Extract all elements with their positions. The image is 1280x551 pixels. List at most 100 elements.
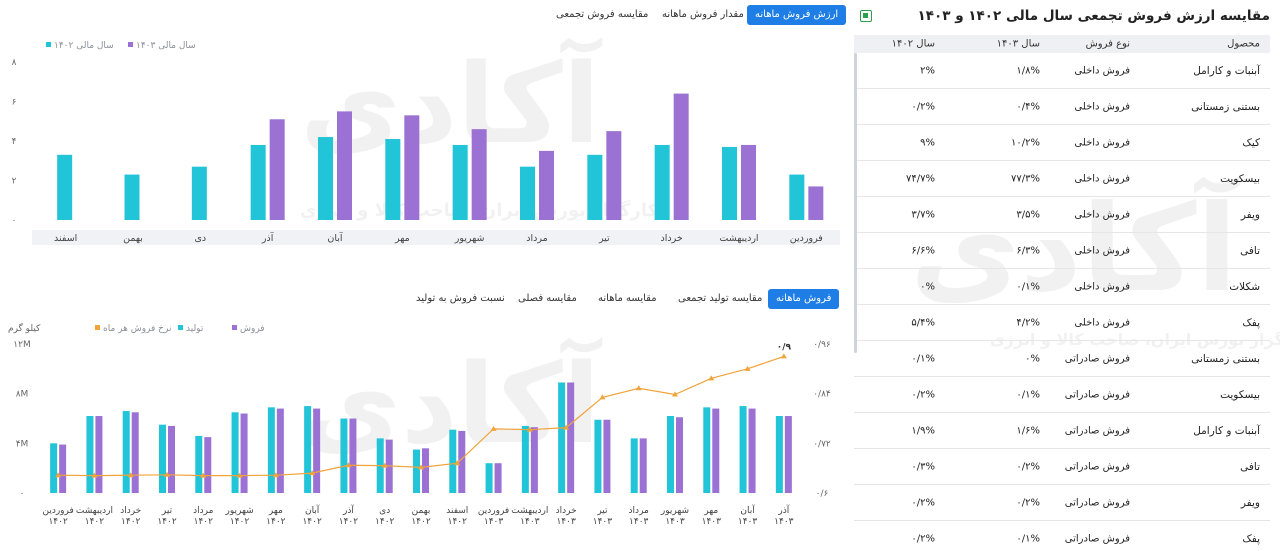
year-1402-cell: ۷۴/۷% (906, 173, 935, 184)
tab-monthly-sales-value[interactable]: ارزش فروش ماهانه (747, 5, 847, 25)
legend-label: نرخ فروش هر ماه (103, 324, 171, 334)
legend-label: سال مالی ۱۴۰۲ (54, 41, 114, 51)
x-tick-label: دی (379, 506, 390, 516)
sales-rate-point (309, 470, 316, 476)
excel-icon[interactable] (860, 10, 872, 22)
bar-1402 (722, 146, 737, 220)
x-tick-label: فروردین (790, 233, 823, 244)
bar-sales (567, 382, 575, 493)
x-tick-year: ۱۴۰۳ (593, 517, 613, 527)
bar-sales (349, 418, 357, 493)
product-cell: بستنی زمستانی (1191, 352, 1260, 365)
bar-sales (784, 416, 792, 493)
x-tick-label: فروردین (42, 506, 73, 516)
tab-sales-to-production-ratio[interactable]: نسبت فروش به تولید (416, 293, 505, 304)
x-tick-year: ۱۴۰۲ (266, 517, 286, 527)
y-tick-label-left: ۰ (20, 489, 25, 499)
y-tick-label-right: ۰/۸۴ (813, 390, 831, 400)
bar-1402 (318, 137, 333, 220)
sales-rate-line (58, 355, 785, 477)
bar-1403 (337, 111, 352, 220)
legend-label: تولید (186, 324, 204, 334)
bar-1402 (250, 144, 266, 220)
y-tick-label: ۴ (12, 137, 17, 147)
bar-production (50, 443, 58, 493)
y-tick-label: ۰ (12, 216, 17, 226)
x-tick-label: مرداد (629, 506, 649, 516)
x-tick-year: ۱۴۰۲ (302, 517, 322, 527)
tab-monthly-sales-quantity[interactable]: مقدار فروش ماهانه (662, 9, 744, 20)
bar-production (449, 429, 457, 493)
year-1403-cell: ۰% (1025, 353, 1040, 364)
sales-rate-point (563, 424, 570, 430)
bar-sales (603, 419, 611, 493)
bar-1402 (452, 144, 468, 220)
x-tick-year: ۱۴۰۳ (702, 517, 722, 527)
bar-production (485, 463, 493, 493)
bar-sales (494, 463, 502, 493)
x-tick-label: تیر (596, 506, 608, 516)
year-1403-cell: ۱/۸% (1016, 65, 1040, 76)
sale-type-cell: فروش داخلی (1074, 245, 1130, 256)
bar-production (159, 424, 166, 493)
year-1403-cell: ۰/۱% (1016, 389, 1040, 400)
bar-production (667, 416, 674, 493)
sales-rate-point (127, 472, 134, 478)
table-row: کیک فروش داخلی ۱۰/۲% ۹% (854, 125, 1270, 161)
x-tick-year: ۱۴۰۳ (556, 517, 576, 527)
table-row: بیسکویت فروش داخلی ۷۷/۳% ۷۴/۷% (854, 161, 1270, 197)
x-tick-label: مهر (703, 506, 718, 516)
sale-type-cell: فروش داخلی (1074, 209, 1130, 220)
bar-sales (748, 408, 756, 493)
bar-1402 (57, 154, 73, 220)
x-tick-year: ۱۴۰۳ (738, 517, 758, 527)
table-row: پفک فروش داخلی ۴/۲% ۵/۴% (854, 305, 1270, 341)
product-cell: ویفر (1240, 496, 1260, 509)
y-tick-label-left: ۴M (16, 439, 29, 449)
col-year-1403: سال ۱۴۰۳ (996, 38, 1040, 50)
table-row: پفک فروش صادراتی ۰/۱% ۰/۲% (854, 521, 1270, 551)
y-tick-label-left: ۱۲M (13, 340, 30, 350)
bar-1403 (606, 131, 622, 220)
sale-type-cell: فروش داخلی (1074, 317, 1130, 328)
product-cell: بیسکویت (1220, 172, 1260, 185)
year-1403-cell: ۱۰/۲% (1011, 137, 1040, 148)
x-tick-label: خرداد (556, 506, 577, 516)
y-tick-label: ۶ (12, 98, 17, 108)
year-1402-cell: ۹% (920, 137, 935, 148)
bar-production (304, 406, 312, 493)
bar-1402 (124, 174, 140, 220)
tab-monthly-comparison[interactable]: مقایسه ماهانه (598, 293, 657, 304)
table-scrollbar[interactable] (854, 53, 857, 353)
year-1402-cell: ۲% (920, 65, 935, 76)
bar-sales (131, 412, 139, 493)
tab-monthly-sales[interactable]: فروش ماهانه (768, 289, 840, 309)
x-tick-label: فروردین (478, 506, 509, 516)
bar-production (413, 449, 420, 493)
sales-rate-point (418, 464, 424, 470)
year-1402-cell: ۶/۶% (911, 245, 935, 256)
y-tick-label-right: ۰/۷۲ (813, 439, 831, 449)
sales-rate-point (672, 391, 678, 397)
x-tick-year: ۱۴۰۲ (85, 517, 105, 527)
product-cell: شکلات (1229, 280, 1260, 293)
bar-production (86, 416, 94, 493)
tab-cumulative-sales-comparison[interactable]: مقایسه فروش تجمعی (556, 9, 649, 20)
y-tick-label-left: ۸M (16, 390, 29, 400)
bar-sales (639, 438, 647, 493)
watermark-slogan-3: کارگزار بورس ایران، صاحب کالا و انرژی (990, 330, 1280, 349)
table-row: بیسکویت فروش صادراتی ۰/۱% ۰/۲% (854, 377, 1270, 413)
x-tick-label: خرداد (120, 506, 141, 516)
year-1403-cell: ۴/۲% (1016, 317, 1040, 328)
x-tick-year: ۱۴۰۲ (375, 517, 395, 527)
bar-1403 (808, 186, 824, 220)
tab-cumulative-production-comparison[interactable]: مقایسه تولید تجمعی (678, 293, 763, 304)
monthly-sales-production-chart: فروش تولید نرخ فروش هر ماه کیلو گرم ۰ ۴M ۸M ۱۲M… (8, 322, 831, 527)
tab-seasonal-comparison[interactable]: مقایسه فصلی (518, 293, 577, 304)
year-1403-cell: ۰/۱% (1016, 533, 1040, 544)
table-row: بستنی زمستانی فروش صادراتی ۰% ۰/۱% (854, 341, 1270, 377)
bar-production (594, 419, 602, 493)
year-1402-cell: ۰/۱% (911, 353, 935, 364)
year-1403-cell: ۰/۲% (1016, 461, 1040, 472)
sales-rate-point (490, 425, 497, 431)
